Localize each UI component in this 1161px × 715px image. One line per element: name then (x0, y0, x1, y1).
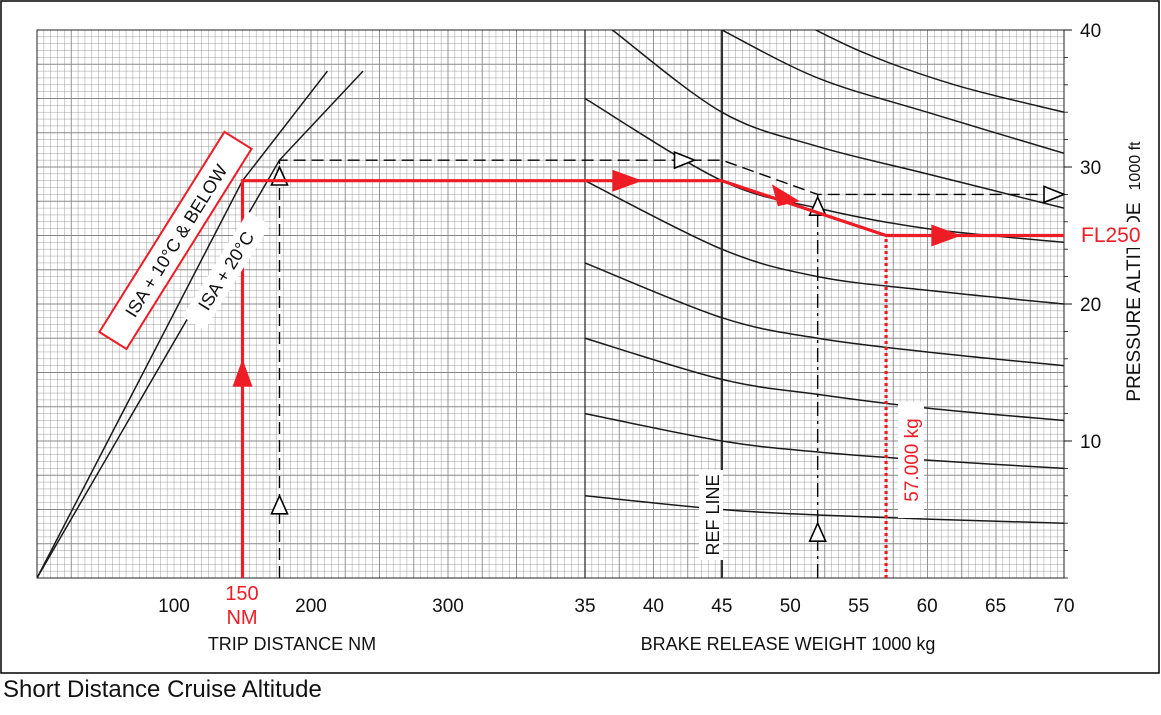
series-label-isa10-box (97, 130, 253, 351)
ref-line-label-bg (699, 470, 723, 560)
weight-guide-curve-3 (584, 262, 1064, 367)
distance-example-label: 150 NM (225, 583, 258, 629)
x-tick-label: 35 (574, 596, 595, 617)
weight-example-label-bg (898, 402, 924, 518)
grid: 100 200 300 35 40 45 50 55 60 65 70 10 20 30 40 (36, 21, 1101, 617)
ref-line-label: REF LINE (699, 470, 723, 560)
x-tick-label: 300 (432, 596, 464, 617)
example-arrow-diagonal (771, 184, 800, 207)
weight-guide-curve-7 (721, 30, 1064, 155)
result-label-text: FL250 (1081, 224, 1141, 247)
y-tick-label: 20 (1080, 295, 1101, 316)
dashed-arrow-up-weight (808, 521, 827, 543)
chart-border (0, 0, 1160, 674)
ref-line-label-text: REF LINE (703, 474, 723, 555)
weight-guide-curve-1 (584, 412, 1064, 470)
dashed-arrow-right (673, 150, 697, 170)
dashed-path-line (278, 159, 1064, 578)
x-tick-label: 60 (917, 596, 938, 617)
weight-guide-curve-6 (611, 30, 1064, 209)
cruise-altitude-chart: 100 200 300 35 40 45 50 55 60 65 70 10 20 30 40 TRIP D… (0, 0, 1160, 674)
x-tick-label: 55 (848, 596, 869, 617)
x-tick-label: 100 (158, 596, 190, 617)
dashed-arrow-up-distance (270, 493, 289, 515)
weight-example-label-text: 57.000 kg (902, 418, 923, 501)
y-tick-label: 30 (1080, 158, 1101, 179)
distance-example-label-line: NM (226, 607, 257, 629)
example-path (232, 169, 1064, 578)
x-tick-label: 65 (985, 596, 1006, 617)
y-axis-unit: 1000 ft (1127, 141, 1144, 190)
chart-frame: 100 200 300 35 40 45 50 55 60 65 70 10 20 30 40 TRIP D… (0, 0, 1160, 674)
example-arrow-up (232, 358, 253, 387)
dashed-arrow-right-end (1043, 185, 1067, 204)
weight-example-label: 57.000 kg (898, 402, 924, 518)
y-tick-label: 40 (1080, 21, 1101, 42)
result-label: FL250 (1072, 222, 1158, 248)
result-label-bg (1072, 222, 1158, 248)
example-arrow-right-1 (612, 169, 643, 192)
x-tick-label: 50 (780, 596, 801, 617)
weight-guide-curve-8 (814, 30, 1064, 113)
x-tick-label: 40 (643, 596, 664, 617)
series-label-isa20-bg (182, 211, 271, 331)
distance-example-label-line: 150 (225, 583, 258, 605)
x-axis-label-distance: TRIP DISTANCE NM (208, 634, 376, 654)
x-tick-label: 200 (295, 596, 327, 617)
y-tick-label: 10 (1080, 432, 1101, 453)
x-tick-label: 45 (711, 596, 732, 617)
chart-caption: Short Distance Cruise Altitude (3, 676, 322, 703)
x-tick-label: 70 (1053, 596, 1074, 617)
y-axis-label: PRESSURE ALTITUDE (1124, 202, 1145, 401)
x-axis-label-weight: BRAKE RELEASE WEIGHT 1000 kg (641, 634, 936, 654)
example-arrow-right-2 (931, 224, 962, 247)
